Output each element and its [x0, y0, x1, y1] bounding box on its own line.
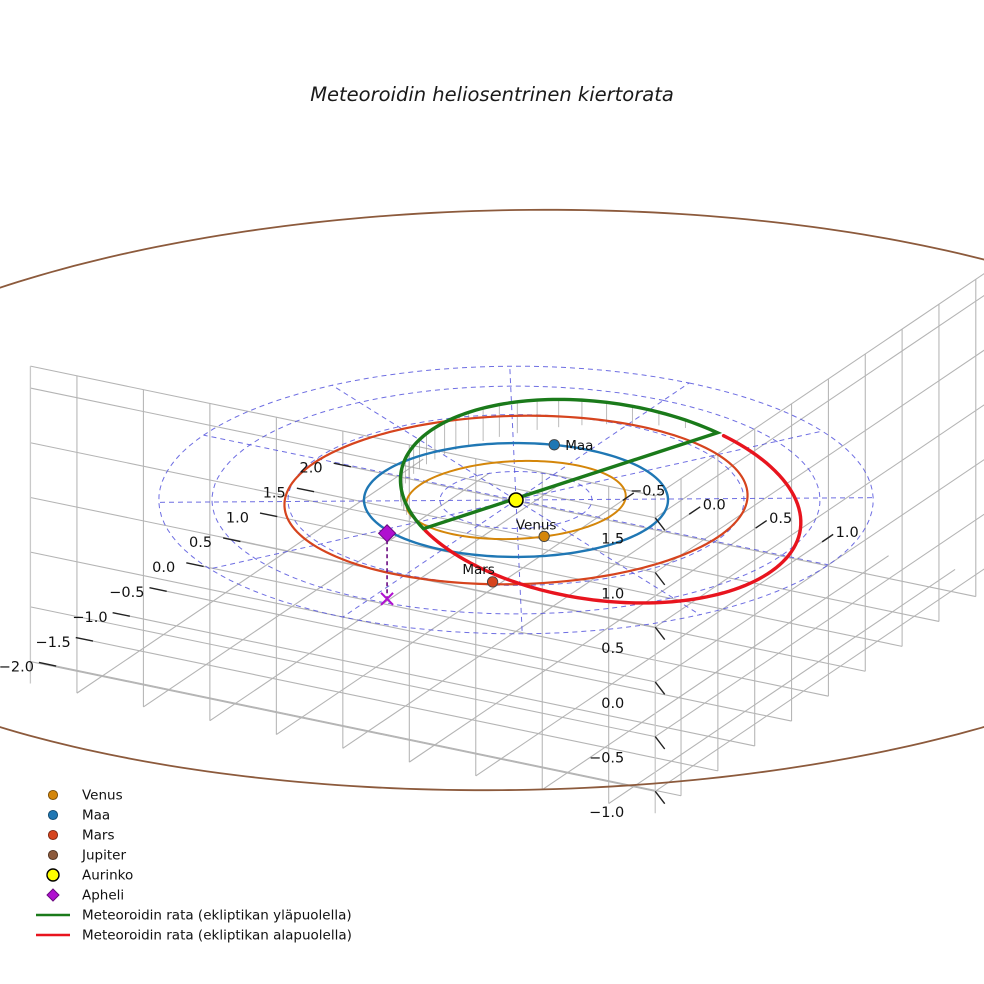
legend-label: Maa: [82, 808, 110, 824]
z-tick-4: −0.5: [589, 751, 624, 767]
legend-item-meteoroidin[interactable]: Meteoroidin rata (ekliptikan yläpuolella…: [36, 908, 352, 924]
x-tick-8: 2.0: [300, 461, 323, 477]
x-tick-4: 0.0: [152, 560, 175, 576]
x-tick-7: 1.5: [263, 485, 286, 501]
front-layer: [398, 397, 803, 605]
venus-label: Venus: [516, 517, 557, 533]
mars-marker[interactable]: [486, 576, 499, 588]
legend-item-mars[interactable]: Mars: [47, 828, 115, 844]
y-tick-1: 0.0: [703, 497, 726, 513]
legend-label: Jupiter: [81, 848, 126, 864]
planet-labels: Mars Venus Maa: [462, 438, 593, 578]
apheli-marker[interactable]: [377, 524, 397, 543]
page-title: Meteoroidin heliosentrinen kiertorata: [310, 83, 674, 106]
legend-item-maa[interactable]: Maa: [47, 808, 110, 824]
x-tick-1: −1.5: [36, 635, 71, 651]
x-tick-0: −2.0: [0, 660, 34, 676]
mars-label: Mars: [462, 562, 495, 578]
legend-circle-swatch: [47, 829, 59, 841]
legend-diamond-swatch: [46, 888, 60, 902]
axis-tick-labels: −2.0−1.5−1.0−0.50.00.51.01.52.0−0.50.00.…: [0, 461, 859, 822]
aurinko-marker[interactable]: [508, 492, 524, 508]
maa-marker[interactable]: [548, 439, 560, 451]
z-tick-0: 1.5: [601, 532, 624, 548]
polar-layer: [158, 365, 874, 635]
z-tick-5: −1.0: [589, 805, 624, 821]
legend-label: Mars: [82, 828, 115, 844]
x-tick-6: 1.0: [226, 510, 249, 526]
earth-label: Maa: [565, 438, 593, 454]
x-tick-2: −1.0: [72, 610, 107, 626]
legend-label: Aurinko: [82, 868, 133, 884]
z-tick-2: 0.5: [601, 641, 624, 657]
y-tick-2: 0.5: [769, 511, 792, 527]
aphelion-projection-icon: [380, 592, 394, 606]
legend-item-venus[interactable]: Venus: [47, 788, 123, 804]
x-tick-5: 0.5: [189, 535, 212, 551]
legend-label: Meteoroidin rata (ekliptikan alapuolella…: [82, 928, 352, 944]
legend-item-aurinko[interactable]: Aurinko: [46, 868, 133, 884]
orbit-layer: [0, 208, 984, 792]
y-tick-0: −0.5: [630, 484, 665, 500]
y-tick-3: 1.0: [836, 525, 859, 541]
mark-layer: [38, 439, 834, 805]
legend-circle-swatch: [46, 868, 60, 882]
legend-circle-swatch: [47, 849, 59, 861]
legend-item-apheli[interactable]: Apheli: [46, 888, 124, 904]
legend-item-meteoroidin[interactable]: Meteoroidin rata (ekliptikan alapuolella…: [36, 928, 352, 944]
legend-label: Apheli: [82, 888, 124, 904]
pane-layer: [29, 273, 984, 814]
z-tick-3: 0.0: [601, 696, 624, 712]
legend-circle-swatch: [47, 789, 59, 801]
legend-label: Meteoroidin rata (ekliptikan yläpuolella…: [82, 908, 352, 924]
legend-circle-swatch: [47, 809, 59, 821]
venus-marker[interactable]: [538, 530, 550, 543]
x-tick-3: −0.5: [109, 585, 144, 601]
legend-item-jupiter[interactable]: Jupiter: [47, 848, 126, 864]
z-tick-1: 1.0: [601, 586, 624, 602]
legend[interactable]: Venus Maa Mars Jupiter Aurinko Apheli Meteoroi…: [36, 788, 352, 944]
legend-label: Venus: [82, 788, 123, 804]
